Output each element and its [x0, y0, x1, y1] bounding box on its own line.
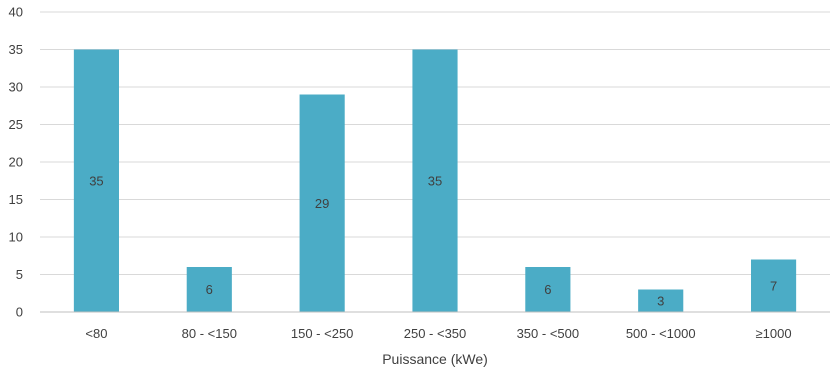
bar [412, 49, 458, 312]
bar [299, 94, 345, 312]
x-axis-title: Puissance (kWe) [382, 351, 488, 367]
x-category-label: ≥1000 [756, 326, 792, 341]
x-category-label: 150 - <250 [291, 326, 354, 341]
y-tick-label: 40 [9, 5, 23, 20]
bar [638, 289, 684, 312]
y-axis-tick-labels: 0 5 10 15 20 25 30 35 40 [9, 5, 23, 320]
bar-data-label: 35 [428, 173, 442, 188]
x-category-label: 350 - <500 [517, 326, 580, 341]
x-category-label: 250 - <350 [404, 326, 467, 341]
bar [751, 259, 797, 312]
bars [73, 49, 797, 312]
x-axis-category-labels: <80 80 - <150 150 - <250 250 - <350 350 - <5… [85, 326, 791, 341]
data-labels: 35 6 29 35 6 3 7 [89, 173, 777, 308]
y-tick-label: 5 [16, 267, 23, 282]
bar-data-label: 3 [657, 293, 664, 308]
y-tick-label: 25 [9, 117, 23, 132]
y-tick-label: 20 [9, 155, 23, 170]
x-category-label: 80 - <150 [182, 326, 237, 341]
bar-data-label: 6 [544, 282, 551, 297]
y-tick-label: 0 [16, 305, 23, 320]
bar-data-label: 7 [770, 278, 777, 293]
bar [525, 267, 571, 312]
y-tick-label: 15 [9, 192, 23, 207]
bar [186, 267, 232, 312]
bar-data-label: 6 [206, 282, 213, 297]
bar [73, 49, 119, 312]
y-tick-label: 35 [9, 42, 23, 57]
bar-data-label: 29 [315, 196, 329, 211]
y-tick-label: 30 [9, 80, 23, 95]
x-category-label: <80 [85, 326, 107, 341]
y-tick-label: 10 [9, 230, 23, 245]
x-category-label: 500 - <1000 [626, 326, 696, 341]
bar-data-label: 35 [89, 173, 103, 188]
